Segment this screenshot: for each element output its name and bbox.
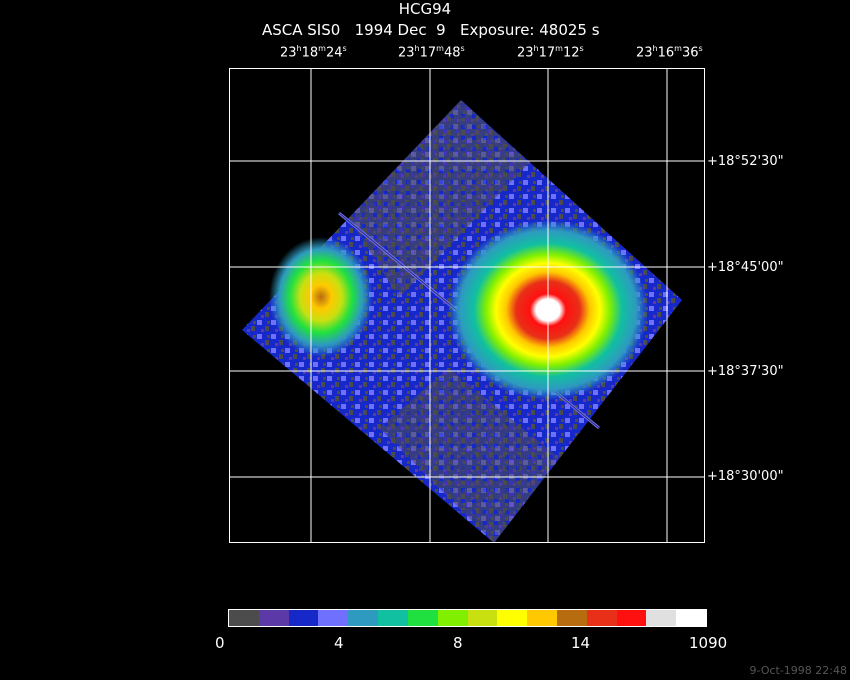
colorbar-swatch-15 xyxy=(676,610,706,626)
colorbar-swatch-3 xyxy=(318,610,349,626)
image-title: HCG94 xyxy=(398,0,452,18)
colorbar-swatch-7 xyxy=(437,610,468,626)
colorbar-swatch-5 xyxy=(378,610,408,626)
image-frame xyxy=(229,68,705,543)
colorbar-swatch-12 xyxy=(586,610,617,626)
dec-label-4: +18°30'00" xyxy=(707,469,784,484)
ra-label-2: 23h17m48s xyxy=(398,44,465,61)
dec-label-2: +18°45'00" xyxy=(707,260,784,275)
detector-low-counts-region xyxy=(349,100,529,298)
date-label: 1994 Dec 9 xyxy=(354,21,446,39)
colorbar-swatch-9 xyxy=(497,610,528,626)
observation-subtitle: ASCA SIS0 1994 Dec 9 Exposure: 48025 s xyxy=(262,21,600,39)
colorbar-swatch-10 xyxy=(527,610,557,626)
colorbar-label-1: 4 xyxy=(334,634,344,652)
colorbar-label-2: 8 xyxy=(453,634,463,652)
colorbar-label-3: 14 xyxy=(571,634,591,652)
ra-label-1: 23h18m24s xyxy=(280,44,347,61)
dec-label-1: +18°52'30" xyxy=(707,154,784,169)
colorbar-label-0: 0 xyxy=(215,634,225,652)
timestamp: 9-Oct-1998 22:48 xyxy=(749,664,847,677)
secondary-xray-source xyxy=(269,237,373,357)
dec-label-3: +18°37'30" xyxy=(707,364,784,379)
colorbar-swatch-0 xyxy=(229,610,259,626)
instrument-label: ASCA SIS0 xyxy=(262,21,341,39)
exposure-label: Exposure: 48025 s xyxy=(459,21,600,39)
detector-low-counts-region-south xyxy=(379,368,559,543)
colorbar-swatch-4 xyxy=(348,610,379,626)
colorbar-swatch-11 xyxy=(556,610,587,626)
xray-image-panel xyxy=(229,68,705,543)
colorbar xyxy=(228,609,707,627)
colorbar-swatch-14 xyxy=(646,610,677,626)
coordinate-grid xyxy=(229,68,705,543)
ra-label-4: 23h16m36s xyxy=(636,44,703,61)
colorbar-swatch-6 xyxy=(407,610,438,626)
colorbar-swatch-8 xyxy=(467,610,498,626)
colorbar-swatch-1 xyxy=(258,610,289,626)
colorbar-swatch-2 xyxy=(288,610,319,626)
ra-label-3: 23h17m12s xyxy=(517,44,584,61)
colorbar-swatch-13 xyxy=(616,610,647,626)
colorbar-label-4: 1090 xyxy=(689,634,728,652)
